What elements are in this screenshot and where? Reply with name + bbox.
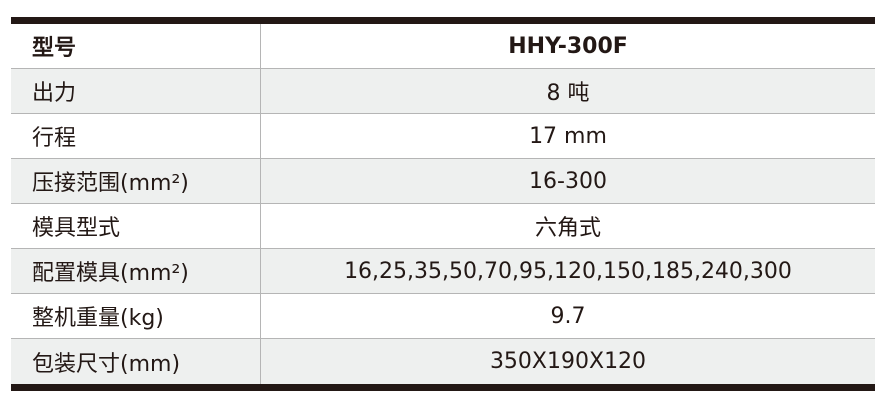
row-value: 350X190X120 <box>489 349 647 374</box>
row-value: HHY-300F <box>508 33 628 59</box>
table-row: 配置模具(mm²) 16,25,35,50,70,95,120,150,185,… <box>11 249 875 294</box>
table-row: 整机重量(kg) 9.7 <box>11 294 875 339</box>
row-label: 模具型式 <box>11 204 261 248</box>
row-label: 出力 <box>11 69 261 113</box>
table-row: 模具型式 六角式 <box>11 204 875 249</box>
row-label: 包装尺寸(mm) <box>11 339 261 384</box>
table-row: 包装尺寸(mm) 350X190X120 <box>11 339 875 384</box>
table-row: 行程 17 mm <box>11 114 875 159</box>
row-value: 8 吨 <box>546 81 590 106</box>
row-value: 16,25,35,50,70,95,120,150,185,240,300 <box>344 258 792 284</box>
table-row: 压接范围(mm²) 16-300 <box>11 159 875 204</box>
row-label: 型号 <box>11 24 261 68</box>
row-value: 9.7 <box>550 303 586 329</box>
table-row: 出力 8 吨 <box>11 69 875 114</box>
row-value: 16-300 <box>529 168 607 194</box>
row-label: 压接范围(mm²) <box>11 159 261 203</box>
row-label: 配置模具(mm²) <box>11 249 261 293</box>
row-value: 六角式 <box>534 216 601 241</box>
row-label: 整机重量(kg) <box>11 294 261 338</box>
row-label: 行程 <box>11 114 261 158</box>
row-value: 17 mm <box>529 123 607 149</box>
spec-table: 型号 HHY-300F 出力 8 吨 行程 17 mm 压接范围(mm²) 16… <box>11 17 875 391</box>
table-header-row: 型号 HHY-300F <box>11 24 875 69</box>
